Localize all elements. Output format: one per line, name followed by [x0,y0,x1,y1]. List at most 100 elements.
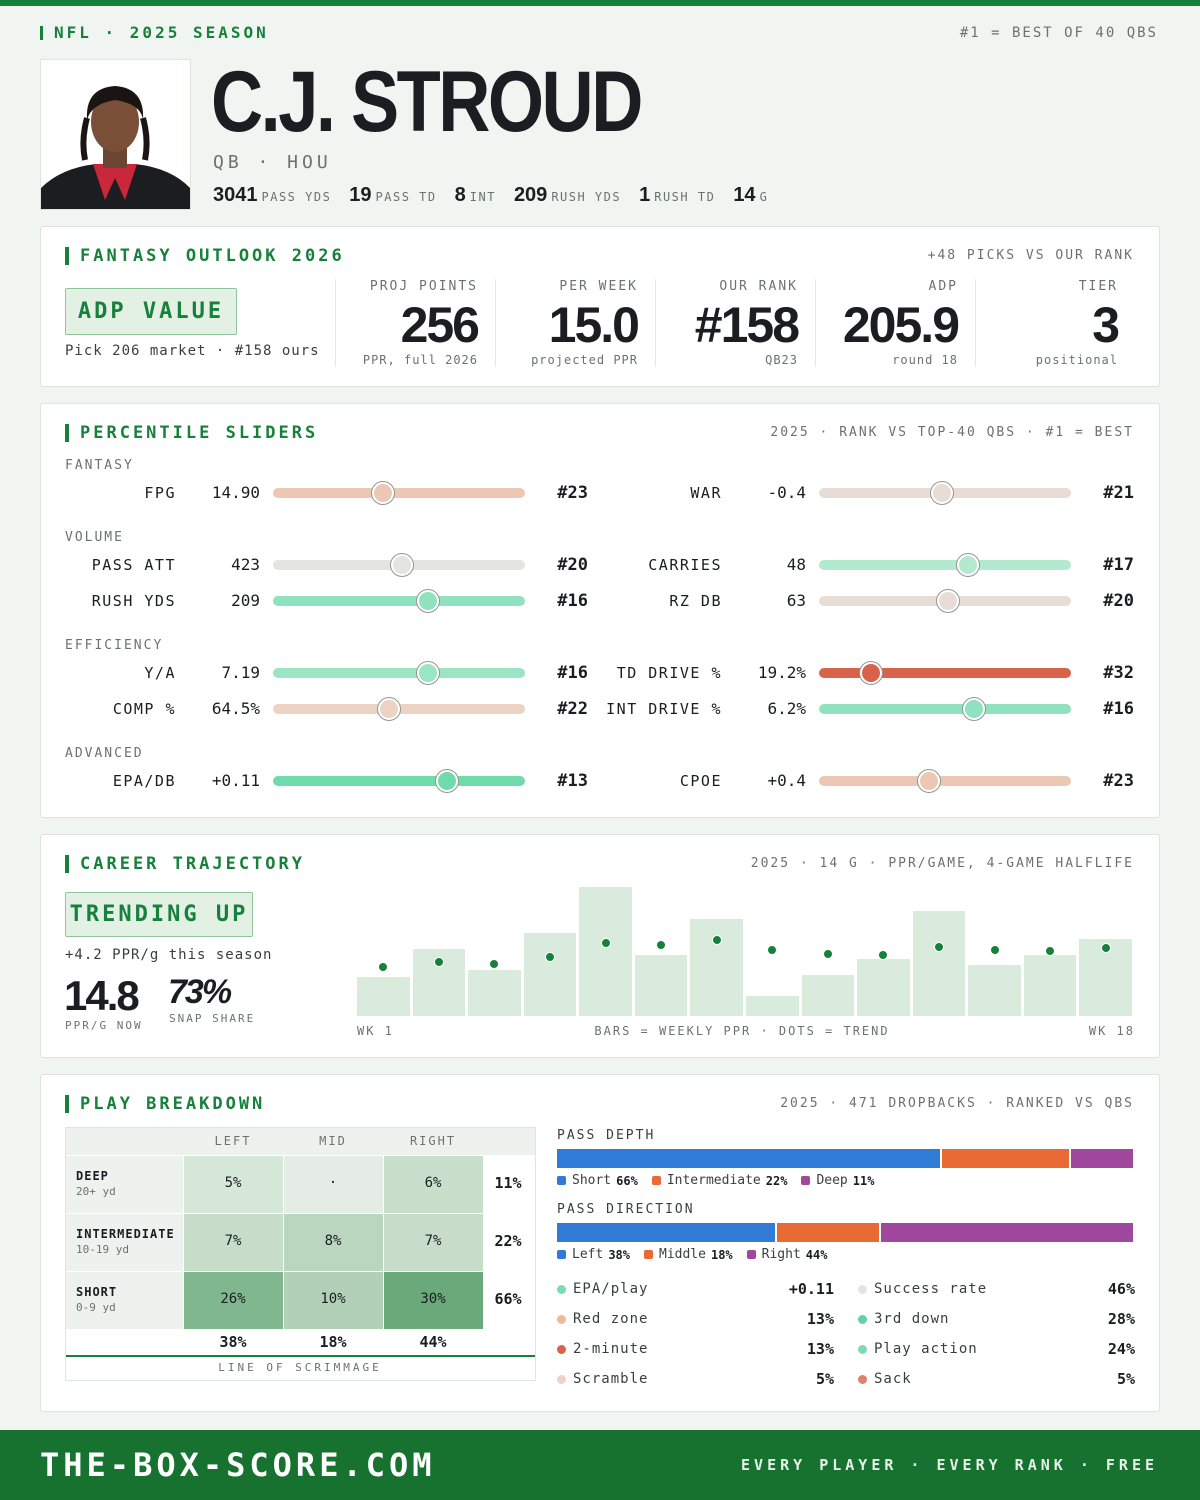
slider-rank: #17 [1103,554,1134,575]
grid-column: RIGHT [409,1133,457,1148]
stat-value: 14 [733,184,756,206]
stack-legend: Short 66% Intermediate 22% Deep 11% [557,1173,888,1188]
grid-row-name: SHORT [76,1284,118,1299]
metric-label: PROJ POINTS [369,279,478,294]
metric-sub: QB23 [765,352,798,367]
metric-divider [815,279,816,367]
trend-dot [934,942,944,952]
slider-value: 7.19 [221,663,260,682]
grid-row-range: 0-9 yd [76,1301,116,1314]
photo-illustration [41,86,190,209]
slider-label: EPA/DB [112,771,176,790]
metric-value: 256 [400,296,480,353]
weekly-bar [523,932,577,1016]
legend-swatch [557,1250,566,1259]
slider-knob [917,770,940,792]
slider-label: RUSH YDS [91,591,176,610]
grid-cell [183,1271,283,1329]
stat-value: +0.11 [788,1279,834,1298]
slider-knob [378,698,401,720]
legend-name: Left [572,1247,604,1262]
metric-value: 205.9 [842,296,960,353]
trend-dot [545,951,555,962]
trend-dot [656,939,667,950]
stat-value: 13% [806,1309,834,1328]
player-position: QB · HOU [213,151,332,173]
slider-value: +0.4 [767,771,806,790]
slider-track [273,596,525,606]
stat-value: 5% [815,1369,834,1388]
slider-track [819,776,1071,786]
player-photo [40,59,191,210]
stack-segment [776,1223,879,1242]
slider-rank: #16 [1103,698,1134,719]
section-title: PLAY BREAKDOWN [80,1093,266,1114]
grid-cell-value: 6% [424,1175,442,1191]
grid-cell [183,1155,283,1213]
stat-label: Sack [874,1371,912,1387]
grid-col-total: 18% [319,1332,347,1351]
weekly-bar [968,964,1021,1016]
grid-cell [383,1213,483,1271]
grid-cell-value: · [328,1175,338,1191]
stat-value: 209 [513,184,548,206]
metric-label: OUR RANK [719,279,798,294]
stat-label: PASS YDS [261,190,332,204]
grid-row-range: 20+ yd [76,1185,116,1198]
badge: TRENDING UP [65,892,253,937]
grid-cell-value: 26% [220,1291,246,1307]
stat-snap-value: 73% [168,972,232,1011]
section-bar [65,247,69,265]
trend-dot [1045,945,1056,956]
stat-dot [557,1315,566,1324]
stat-value: 3041 [213,184,258,206]
league: NFL · 2025 SEASON [54,23,269,42]
slider-rank: #16 [557,662,588,683]
slider-rank: #23 [1103,770,1134,791]
trend-dot [878,949,889,960]
slider-label: TD DRIVE % [616,663,722,682]
metric-divider [335,279,336,367]
metric-divider [495,279,496,367]
stat-label: Play action [874,1341,978,1357]
stat-label: RUSH TD [654,190,716,204]
stat-label: INT [469,190,496,204]
metric-value: 3 [1092,296,1120,353]
legend-value: 66% [616,1173,638,1188]
stat-dot [858,1345,867,1354]
slider-knob [937,590,960,612]
grid-cell-value: 7% [224,1233,242,1249]
slider-value: 19.2% [757,663,806,682]
stat-value: 19 [349,184,372,206]
stat-value: 1 [639,184,651,206]
stat-now-value: 14.8 [64,971,140,1019]
section-note: 2025 · 14 G · PPR/GAME, 4-GAME HALFLIFE [750,856,1134,871]
metric-value: 15.0 [548,296,640,353]
group-label: EFFICIENCY [65,638,164,653]
slider-track [819,704,1071,714]
grid-column: MID [319,1133,347,1148]
player-name: C.J. STROUD [211,54,643,150]
trend-dot [489,959,500,970]
slider-track [273,776,525,786]
grid-header [66,1128,535,1155]
metric-label: TIER [1078,279,1118,294]
group-label: ADVANCED [65,746,144,761]
stack-title: PASS DIRECTION [557,1202,695,1217]
legend-value: 22% [765,1173,788,1188]
slider-rank: #32 [1103,662,1134,683]
grid-row-name: INTERMEDIATE [76,1226,175,1241]
slider-knob [417,662,440,684]
slider-knob [436,770,459,792]
stat-label: 3rd down [874,1311,950,1327]
stat-value: 46% [1107,1279,1135,1298]
tagline: EVERY PLAYER · EVERY RANK · FREE [741,1455,1158,1474]
league-bar [40,26,43,40]
metric-label: PER WEEK [559,279,638,294]
slider-value: 423 [231,555,260,574]
x-end: WK 18 [1088,1023,1135,1038]
scrimmage-line [66,1355,535,1357]
trend-dot [433,956,444,967]
section-title: CAREER TRAJECTORY [80,853,305,874]
metric-sub: projected PPR [531,352,638,367]
